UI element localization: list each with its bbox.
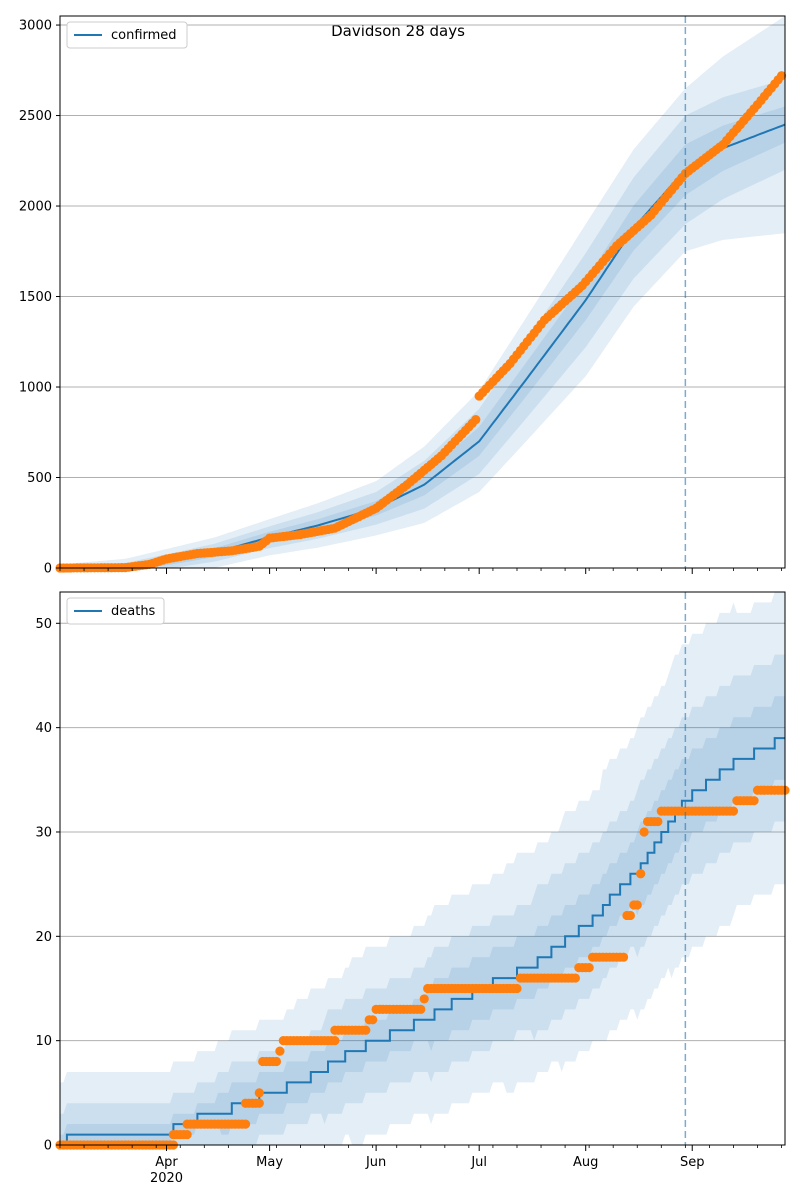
observed-point <box>636 869 646 879</box>
observed-point <box>749 796 759 806</box>
y-tick-label: 50 <box>35 617 52 632</box>
observed-point <box>361 1025 371 1035</box>
legend-label-deaths: deaths <box>111 604 156 619</box>
y-tick-label: 2500 <box>19 109 52 124</box>
observed-point <box>368 1015 378 1025</box>
observed-point <box>512 983 522 994</box>
observed-point <box>653 816 663 827</box>
observed-point <box>416 1004 426 1014</box>
uncertainty-band <box>60 16 785 568</box>
y-tick-label: 500 <box>27 471 52 486</box>
y-tick-label: 1500 <box>19 290 52 305</box>
legend-label-confirmed: confirmed <box>111 28 177 43</box>
observed-point <box>254 1088 264 1098</box>
observed-point <box>632 900 642 910</box>
y-tick-label: 20 <box>35 930 52 945</box>
observed-point <box>182 1129 192 1140</box>
uncertainty-band <box>60 696 785 1145</box>
top-axis-ticks: 0 500 1000 1500 2000 2500 3000 <box>19 19 782 577</box>
observed-point <box>618 952 629 962</box>
y-tick-label: 30 <box>35 825 52 840</box>
observed-point <box>271 1056 282 1067</box>
x-tick-label: Jun <box>365 1155 386 1170</box>
observed-point <box>240 1119 251 1129</box>
y-tick-label: 40 <box>35 721 52 736</box>
x-tick-label: Sep <box>680 1155 705 1170</box>
y-tick-label: 0 <box>44 562 52 577</box>
x-tick-label: May <box>256 1155 283 1170</box>
observed-point <box>584 963 594 973</box>
x-tick-label: Apr <box>155 1155 178 1170</box>
legend-box <box>66 597 165 625</box>
observed-point <box>419 994 429 1004</box>
observed-point <box>570 973 581 983</box>
observed-point <box>728 806 739 816</box>
observed-point <box>639 827 649 837</box>
y-tick-label: 2000 <box>19 200 52 215</box>
observed-point <box>776 71 787 81</box>
observed-point <box>625 910 635 921</box>
uncertainty-band <box>60 592 785 1145</box>
bottom-legend: deaths <box>66 597 165 625</box>
y-tick-label: 1000 <box>19 381 52 396</box>
y-tick-label: 3000 <box>19 19 52 34</box>
y-tick-label: 0 <box>44 1139 52 1154</box>
observed-point <box>254 1098 264 1108</box>
observed-point <box>330 1036 340 1046</box>
uncertainty-band <box>60 654 785 1145</box>
legend-box <box>66 21 188 49</box>
bottom-uncertainty-bands <box>60 592 785 1145</box>
x-tick-label: Jul <box>470 1155 487 1170</box>
top-observed-points <box>55 71 787 573</box>
x-tick-sublabel: 2020 <box>150 1171 183 1186</box>
confirmed-panel: 0 500 1000 1500 2000 2500 3000 confirmed <box>19 15 787 577</box>
y-tick-label: 10 <box>35 1034 52 1049</box>
bottom-axes-frame <box>59 591 786 1146</box>
figure-title: Davidson 28 days <box>331 22 465 40</box>
top-legend: confirmed <box>66 21 188 49</box>
bottom-gridlines <box>60 622 785 1146</box>
x-tick-label: Aug <box>573 1155 598 1170</box>
observed-point <box>471 414 481 425</box>
observed-point <box>275 1046 285 1056</box>
top-axes-frame <box>59 15 786 569</box>
